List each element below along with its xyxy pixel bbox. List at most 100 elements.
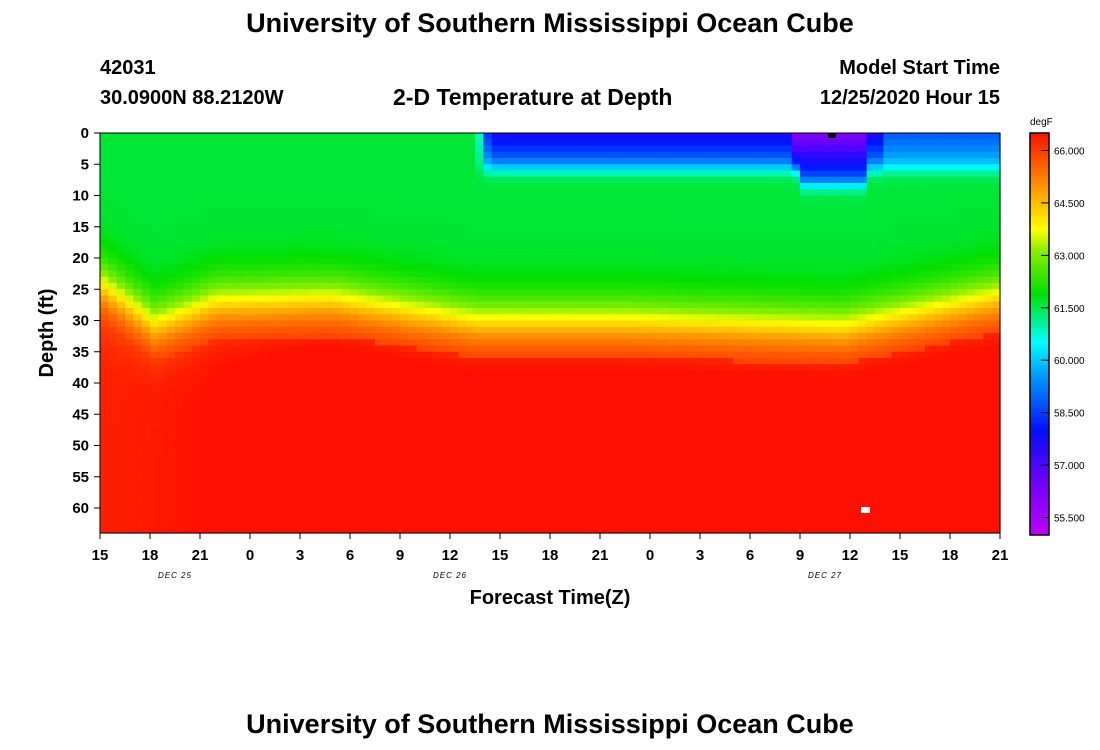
heat-cell	[366, 183, 376, 190]
heat-cell	[216, 139, 226, 147]
heat-cell	[358, 433, 368, 440]
heat-cell	[341, 426, 351, 434]
heat-cell	[600, 164, 609, 172]
heat-cell	[666, 420, 676, 428]
heat-cell	[100, 251, 109, 259]
heat-cell	[325, 301, 334, 309]
heat-cell	[466, 445, 476, 453]
heat-cell	[175, 270, 184, 278]
heat-cell	[208, 270, 218, 278]
heat-cell	[550, 139, 559, 147]
heat-cell	[425, 339, 434, 347]
heat-cell	[141, 333, 151, 340]
heat-cell	[333, 520, 343, 528]
heat-cell	[425, 295, 434, 303]
heat-cell	[241, 489, 251, 497]
heat-cell	[541, 351, 551, 359]
heat-cell	[116, 326, 126, 334]
heat-cell	[116, 376, 126, 384]
heat-cell	[658, 420, 668, 428]
heat-cell	[266, 208, 276, 215]
heat-cell	[225, 320, 234, 328]
heat-cell	[141, 301, 151, 309]
heat-cell	[433, 526, 443, 534]
heat-cell	[666, 264, 676, 272]
heat-cell	[216, 320, 226, 328]
heat-cell	[408, 351, 418, 359]
heat-cell	[233, 276, 243, 284]
heat-cell	[583, 276, 593, 284]
heat-cell	[641, 201, 651, 209]
heat-cell	[475, 383, 484, 390]
heat-cell	[308, 258, 318, 265]
heat-cell	[341, 245, 351, 253]
heat-cell	[575, 470, 584, 478]
heat-cell	[450, 226, 459, 234]
heat-cell	[266, 314, 276, 322]
heat-cell	[100, 458, 109, 465]
heat-cell	[283, 301, 293, 309]
heat-cell	[383, 214, 393, 222]
heat-cell	[500, 508, 509, 515]
heat-cell	[716, 470, 726, 478]
heat-cell	[508, 195, 518, 203]
heat-cell	[508, 426, 518, 434]
heat-cell	[150, 345, 159, 353]
heat-cell	[316, 426, 326, 434]
heat-cell	[591, 408, 601, 415]
heat-cell	[258, 251, 268, 259]
heat-cell	[708, 158, 718, 165]
heat-cell	[175, 139, 184, 147]
heat-cell	[333, 208, 343, 215]
heat-cell	[641, 389, 651, 397]
heat-cell	[483, 426, 493, 434]
heat-cell	[566, 526, 576, 534]
heat-cell	[150, 401, 159, 409]
heat-cell	[241, 301, 251, 309]
heat-cell	[633, 426, 643, 434]
heat-cell	[100, 439, 109, 447]
heat-cell	[258, 520, 268, 528]
heat-cell	[425, 283, 434, 290]
heat-cell	[666, 276, 676, 284]
heat-cell	[375, 251, 384, 259]
heat-cell	[141, 426, 151, 434]
heat-cell	[216, 508, 226, 515]
heat-cell	[400, 526, 409, 534]
heat-cell	[316, 364, 326, 372]
heat-cell	[550, 183, 559, 190]
heat-cell	[191, 239, 201, 247]
heat-cell	[541, 470, 551, 478]
heat-cell	[191, 364, 201, 372]
heat-cell	[583, 389, 593, 397]
heat-cell	[525, 276, 534, 284]
heat-cell	[591, 170, 601, 178]
heat-cell	[100, 239, 109, 247]
heat-cell	[325, 489, 334, 497]
heat-cell	[183, 270, 193, 278]
heat-cell	[516, 133, 526, 140]
heat-cell	[300, 264, 309, 272]
heat-cell	[100, 314, 109, 322]
heat-cell	[725, 189, 734, 197]
heat-cell	[458, 526, 468, 534]
heat-cell	[400, 364, 409, 372]
heat-cell	[641, 208, 651, 215]
heat-cell	[683, 383, 693, 390]
heat-cell	[600, 314, 609, 322]
heat-cell	[291, 389, 301, 397]
heat-cell	[558, 420, 568, 428]
heat-cell	[366, 345, 376, 353]
heat-cell	[316, 420, 326, 428]
heat-cell	[658, 514, 668, 522]
heat-cell	[700, 289, 709, 297]
heat-cell	[666, 439, 676, 447]
heat-cell	[100, 208, 109, 215]
heat-cell	[450, 176, 459, 184]
heat-cell	[291, 145, 301, 153]
heat-cell	[316, 508, 326, 515]
heat-cell	[408, 426, 418, 434]
heat-cell	[575, 333, 584, 340]
heat-cell	[375, 358, 384, 365]
heat-cell	[275, 183, 284, 190]
